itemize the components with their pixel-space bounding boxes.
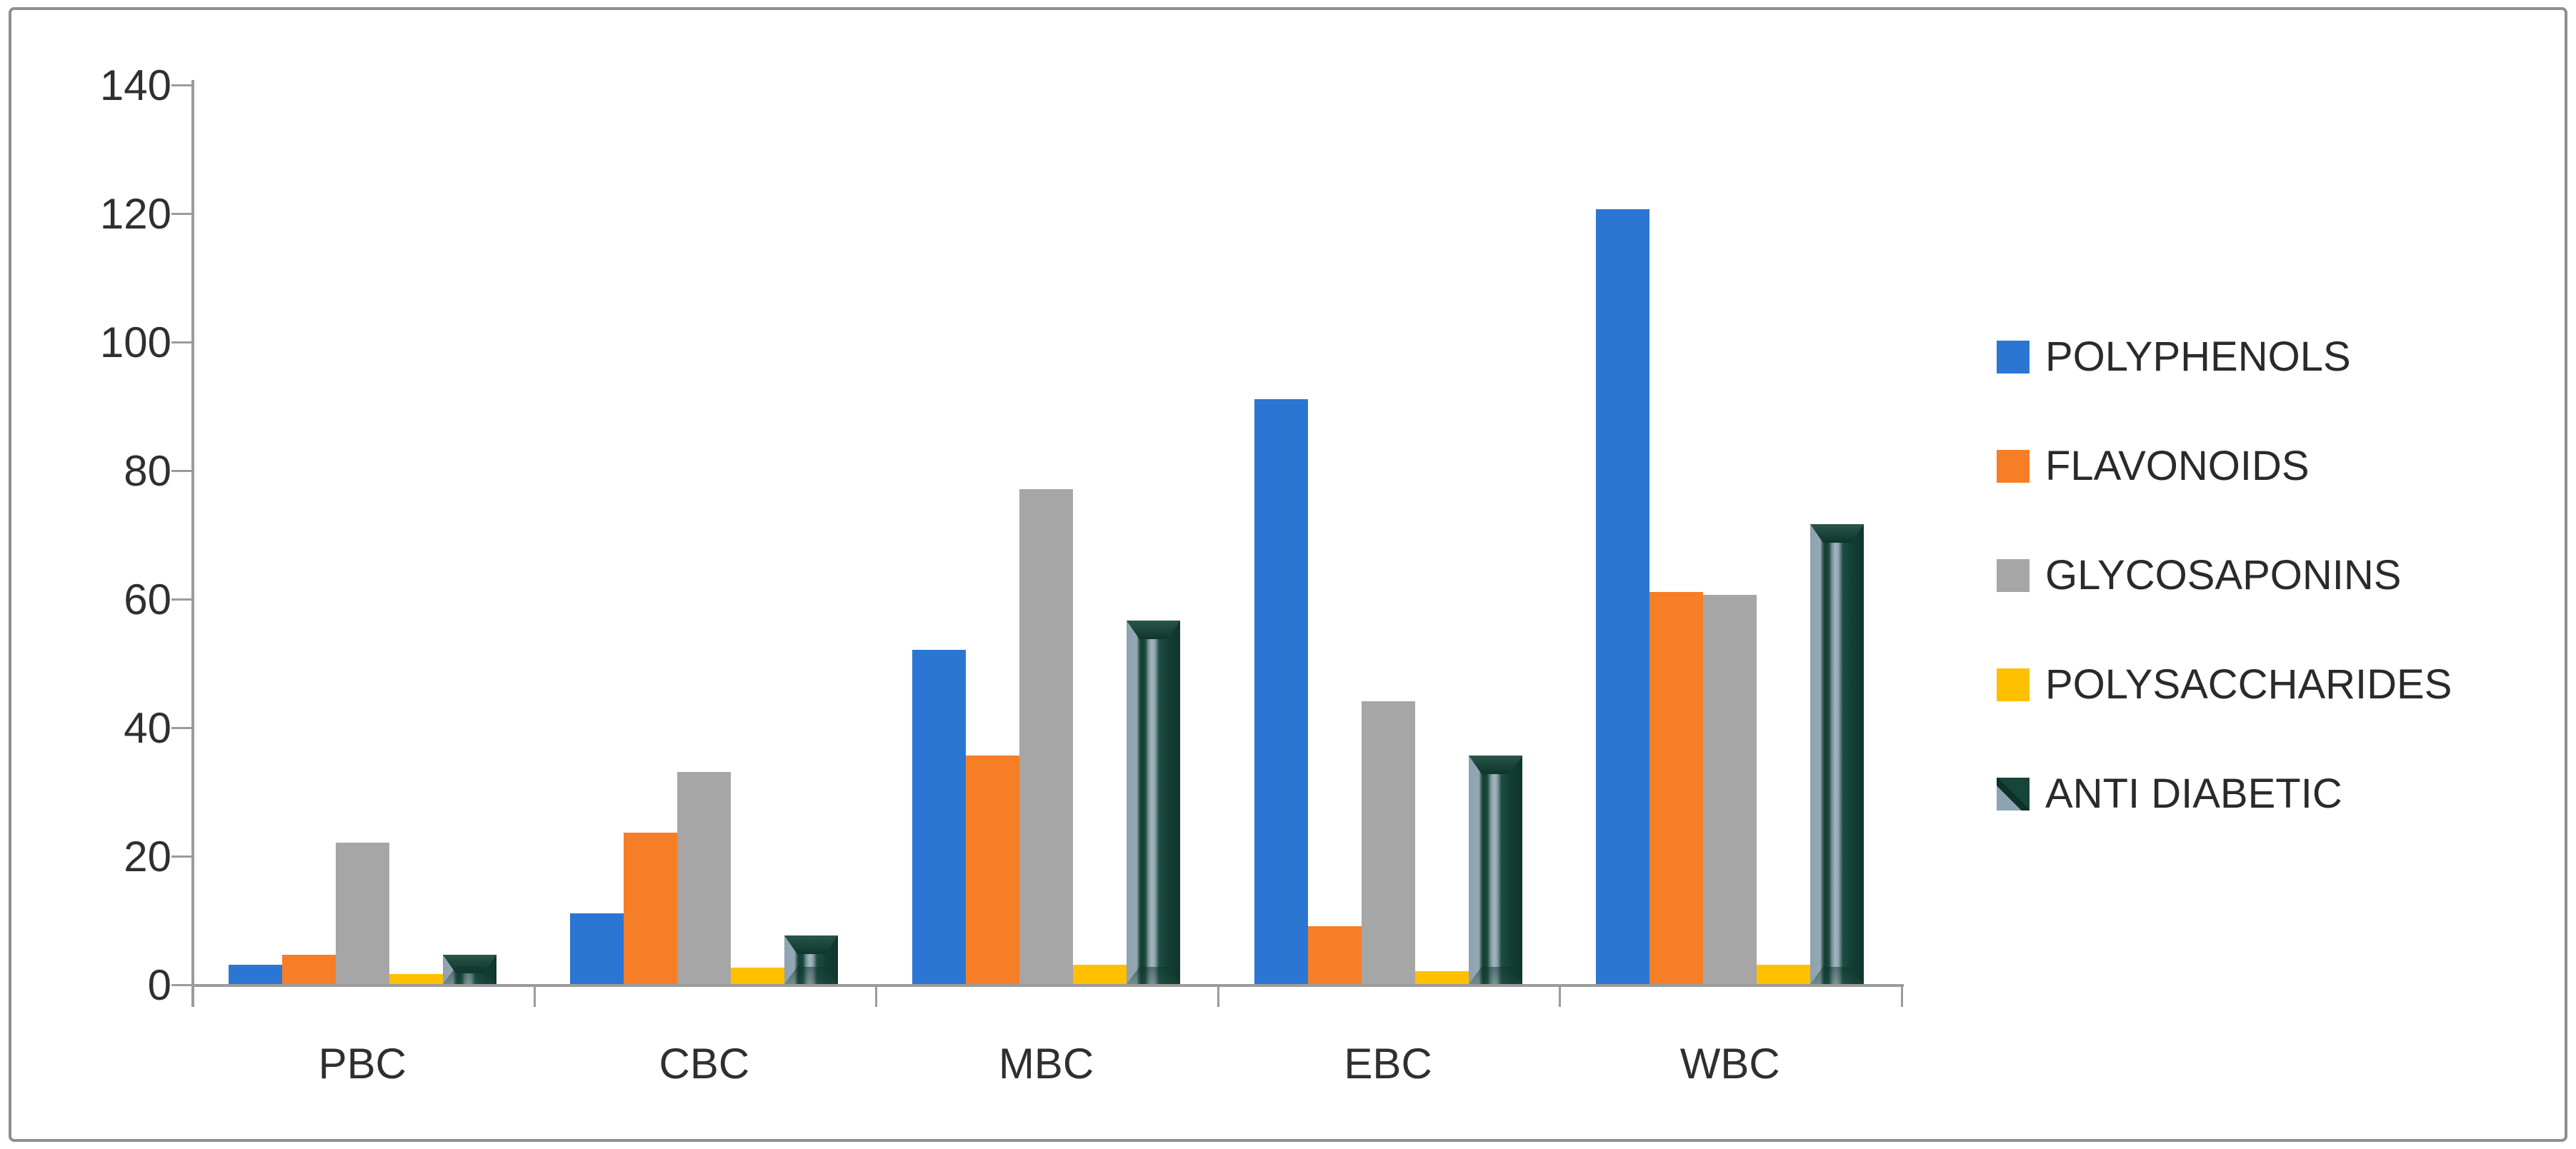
y-axis-tick-label: 40 [124,704,171,752]
legend-label: FLAVONOIDS [2045,443,2310,489]
bar-anti-diabetic-wbc[interactable] [1810,524,1864,984]
legend-swatch-icon [1997,341,2030,373]
legend-label: ANTI DIABETIC [2045,771,2342,817]
y-tick-mark [171,856,191,858]
y-axis-tick-label: 100 [99,318,171,366]
x-axis-category-label: CBC [659,1040,750,1088]
bar-anti-diabetic-mbc[interactable] [1127,621,1180,984]
bar-polysaccharides-cbc[interactable] [731,968,784,984]
legend-item-flavonoids[interactable]: FLAVONOIDS [1997,446,2310,487]
y-tick-mark [171,727,191,729]
y-axis-tick-label: 60 [124,576,171,623]
x-axis-category-label: WBC [1679,1040,1780,1088]
legend-swatch-icon [1997,450,2030,483]
y-axis-tick-label: 20 [124,833,171,880]
y-axis-tick-label: 140 [99,61,171,109]
y-axis-tick-label: 80 [124,447,171,495]
bar-glycosaponins-cbc[interactable] [677,772,731,984]
bar-flavonoids-wbc[interactable] [1649,592,1703,984]
bar-polyphenols-wbc[interactable] [1596,209,1649,984]
y-axis-line [191,80,194,1007]
bar-anti-diabetic-pbc[interactable] [443,955,496,984]
bar-flavonoids-ebc[interactable] [1308,926,1362,984]
bar-polysaccharides-wbc[interactable] [1757,965,1810,984]
legend-swatch-icon [1997,559,2030,592]
bar-flavonoids-cbc[interactable] [624,833,677,984]
legend-item-polysaccharides[interactable]: POLYSACCHARIDES [1997,664,2452,706]
y-tick-mark [171,598,191,601]
bar-polysaccharides-ebc[interactable] [1415,971,1469,984]
legend-item-anti-diabetic[interactable]: ANTI DIABETIC [1997,773,2342,815]
y-tick-mark [171,984,191,986]
x-tick-mark [1901,985,1903,1007]
bar-polyphenols-cbc[interactable] [570,913,624,984]
bar-flavonoids-pbc[interactable] [282,955,336,984]
bar-polysaccharides-mbc[interactable] [1073,965,1127,984]
bar-glycosaponins-pbc[interactable] [336,843,389,984]
bar-polysaccharides-pbc[interactable] [389,974,443,984]
bar-polyphenols-mbc[interactable] [912,650,966,984]
x-tick-mark [533,985,536,1007]
legend-item-glycosaponins[interactable]: GLYCOSAPONINS [1997,555,2402,596]
bar-glycosaponins-mbc[interactable] [1019,489,1073,984]
legend-swatch-icon [1997,668,2030,701]
y-tick-mark [171,84,191,86]
x-tick-mark [1217,985,1219,1007]
bar-glycosaponins-ebc[interactable] [1362,701,1415,984]
y-tick-mark [171,470,191,472]
x-tick-mark [1559,985,1562,1007]
x-tick-mark [875,985,878,1007]
y-axis-tick-label: 0 [147,961,171,1009]
legend-label: GLYCOSAPONINS [2045,552,2402,598]
bar-anti-diabetic-ebc[interactable] [1469,756,1522,984]
x-axis-category-label: PBC [318,1040,406,1088]
legend-swatch-icon [1997,778,2030,811]
bar-flavonoids-mbc[interactable] [966,756,1019,984]
bar-polyphenols-pbc[interactable] [229,965,282,984]
y-tick-mark [171,341,191,343]
x-axis-category-label: EBC [1344,1040,1432,1088]
y-axis-tick-label: 120 [99,190,171,238]
x-axis-category-label: MBC [998,1040,1094,1088]
bar-glycosaponins-wbc[interactable] [1703,595,1757,984]
legend-label: POLYPHENOLS [2045,333,2351,380]
x-axis-line [191,984,1904,987]
legend-label: POLYSACCHARIDES [2045,661,2452,708]
legend-item-polyphenols[interactable]: POLYPHENOLS [1997,336,2351,378]
y-tick-mark [171,213,191,215]
bar-polyphenols-ebc[interactable] [1254,399,1308,984]
bar-anti-diabetic-cbc[interactable] [784,935,838,984]
